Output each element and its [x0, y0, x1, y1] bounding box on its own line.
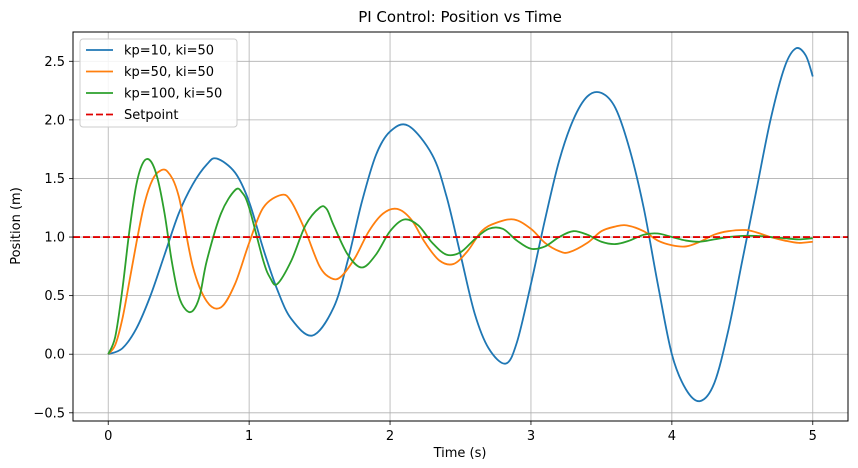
y-tick-label: −0.5 [33, 406, 65, 421]
x-tick-label: 1 [245, 429, 253, 444]
x-axis-label: Time (s) [433, 446, 487, 461]
legend-label: kp=100, ki=50 [124, 87, 222, 102]
series-line-2 [107, 168, 813, 355]
y-tick-label: 2.5 [44, 55, 65, 70]
series-line-1 [107, 47, 814, 403]
chart-title: PI Control: Position vs Time [358, 8, 562, 26]
x-tick-label: 3 [527, 429, 535, 444]
y-tick-label: 1.5 [44, 172, 65, 187]
y-tick-label: 0.5 [44, 289, 65, 304]
legend: kp=10, ki=50 kp=50, ki=50 kp=100, ki=50 Set… [79, 38, 238, 128]
y-tick-label: 0.0 [44, 348, 65, 363]
legend-label: kp=50, ki=50 [124, 65, 214, 80]
series-line-3 [107, 158, 813, 355]
legend-label: Setpoint [124, 108, 179, 123]
x-tick-label: 4 [668, 429, 676, 444]
y-axis-label: Position (m) [9, 187, 24, 265]
legend-box [79, 38, 238, 128]
x-tick-label: 5 [809, 429, 817, 444]
plot-frame [72, 31, 849, 422]
legend-label: kp=10, ki=50 [124, 44, 214, 59]
y-tick-label: 2.0 [44, 113, 65, 128]
series-layer [73, 47, 848, 403]
x-tick-label: 0 [104, 429, 112, 444]
x-tick-label: 2 [386, 429, 394, 444]
y-tick-label: 1.0 [44, 231, 65, 246]
ticks: 0 1 2 3 4 5 −0.5 0.0 0.5 1.0 1.5 2.0 2.5 [33, 55, 816, 444]
